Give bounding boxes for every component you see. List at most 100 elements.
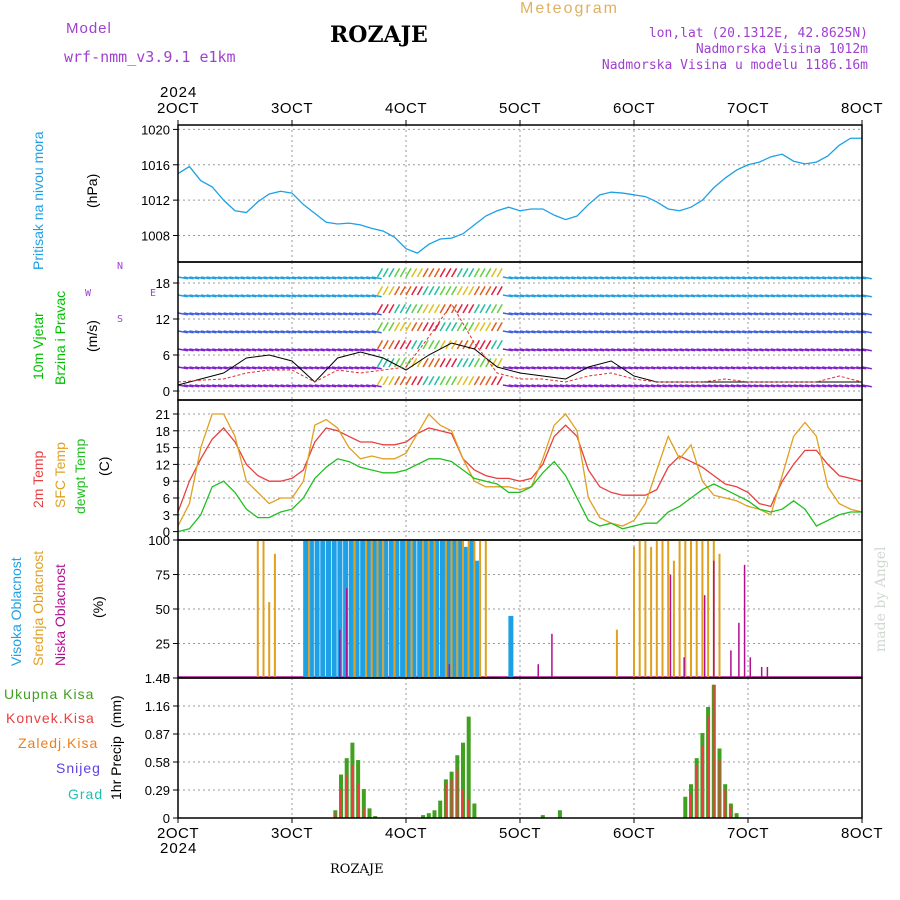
wind-barb [445, 267, 452, 278]
cloud-bar [410, 540, 413, 678]
wind-barb [690, 330, 701, 334]
precip-bar [712, 684, 715, 818]
wind-barb [326, 330, 337, 334]
wind-barb [468, 375, 475, 386]
wind-barb [696, 366, 707, 370]
wind-barb [844, 366, 855, 370]
wind-barb [269, 276, 280, 280]
wind-barb [177, 294, 188, 298]
ytick-label: 0.29 [145, 783, 170, 798]
wind-barb [297, 312, 308, 316]
wind-barb [303, 276, 314, 280]
wind-barb [439, 321, 446, 332]
wind-barb [229, 276, 240, 280]
temperature-series-2 [177, 458, 862, 533]
wind-barb [485, 267, 492, 278]
xtick-label: 3OCT [271, 825, 313, 842]
wind-barb [514, 366, 525, 370]
wind-barb [343, 294, 354, 298]
wind-barb [656, 294, 667, 298]
wind-barb [388, 303, 395, 314]
wind-barb [337, 384, 348, 388]
t2m-ylabel: 2m Temp [30, 450, 46, 508]
ytick-label: 9 [163, 474, 170, 489]
cloud-bar [371, 540, 377, 678]
wind-barb [303, 330, 314, 334]
cloud-bar [273, 553, 276, 678]
wind-barb [816, 330, 827, 334]
wind-barb [719, 312, 730, 316]
wind-barb [456, 303, 463, 314]
wind-barb [326, 276, 337, 280]
wind-barb [719, 276, 730, 280]
wind-barb [844, 294, 855, 298]
wind-barb [611, 294, 622, 298]
wind-barb [234, 348, 245, 352]
wind-barb [736, 312, 747, 316]
wind-barb [593, 312, 605, 316]
ytick-label: 0 [163, 384, 170, 399]
wind-barb [365, 384, 377, 388]
wind-barb [633, 294, 644, 298]
wind-barb [742, 312, 753, 316]
wind-barb [411, 321, 418, 332]
wind-barb [804, 384, 815, 388]
precip-bar [462, 789, 464, 818]
low-cloud-ylabel: Niska Oblacnost [52, 564, 68, 666]
wind-barb [269, 348, 280, 352]
cloud-bar [468, 540, 474, 678]
wind-barb [833, 276, 844, 280]
cloud-bar [382, 540, 388, 678]
wind-barb [433, 339, 441, 350]
wind-barb [393, 267, 401, 278]
wind-barb [263, 330, 274, 334]
wind-barb [645, 312, 656, 316]
wind-barb [405, 267, 412, 278]
wind-barb [827, 330, 838, 334]
wind-barb [821, 312, 833, 316]
wind-barb [490, 267, 498, 278]
wind-barb [303, 384, 314, 388]
wind-barb [251, 384, 263, 388]
cloud-bar [417, 540, 423, 678]
wind-barb [183, 294, 194, 298]
cloud-bar [343, 540, 349, 678]
wind-barb [588, 330, 599, 334]
wind-barb [605, 330, 616, 334]
wind-barb [496, 303, 503, 314]
wind-barb [764, 330, 776, 334]
wind-barb [839, 348, 850, 352]
cloud-bar [331, 540, 337, 678]
wind-barb [280, 366, 291, 370]
precip-bar [357, 784, 360, 818]
wind-barb [240, 366, 251, 370]
wind-barb [343, 330, 354, 334]
wind-barb [685, 312, 696, 316]
wind-barb [473, 339, 481, 350]
wind-barb [536, 348, 548, 352]
wind-barb [685, 294, 696, 298]
wind-barb [856, 276, 867, 280]
wind-barb [428, 285, 435, 296]
wind-barb [588, 366, 599, 370]
wind-barb [388, 339, 395, 350]
cloud-bar [644, 540, 647, 678]
wind-barb [445, 357, 452, 368]
wind-barb [360, 312, 371, 316]
wind-barb [525, 366, 536, 370]
wind-barb [827, 366, 838, 370]
wind-barb [439, 339, 446, 350]
precip-bar [438, 800, 443, 818]
wind-barb [742, 294, 753, 298]
cloud-bar [537, 664, 539, 678]
xtick-label: 4OCT [385, 825, 427, 842]
wind-barb [354, 348, 365, 352]
wind-barb [736, 366, 747, 370]
wind-barb [844, 276, 855, 280]
panel-precip: 0 0.29 0.58 0.87 1.16 1.45 [145, 671, 863, 826]
precip-bar [461, 742, 465, 818]
lonlat-text: lon,lat (20.1312E, 42.8625N) [648, 26, 868, 41]
wind-barb [639, 330, 650, 334]
precip-bar [707, 716, 710, 818]
wind-barb [286, 348, 297, 352]
